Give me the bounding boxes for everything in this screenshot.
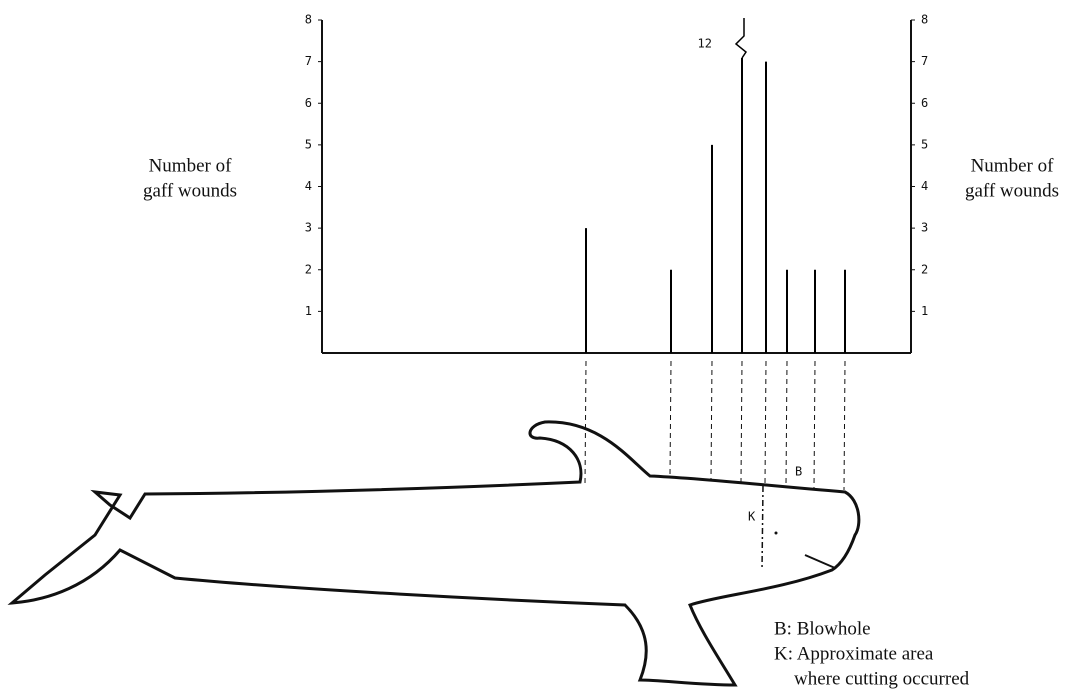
cut-line xyxy=(762,486,763,570)
legend-entry: K: Approximate area xyxy=(774,643,934,664)
guide-line xyxy=(585,361,586,485)
whale-eye xyxy=(775,532,778,535)
y-tick-label: 6 xyxy=(305,96,312,110)
figure: B K B: Blowhole K: Approximate area wher… xyxy=(0,0,1081,692)
guide-line xyxy=(711,361,712,480)
guide-line xyxy=(844,361,845,490)
y2-tick-label: 2 xyxy=(921,262,928,276)
y-tick-label: 2 xyxy=(305,262,312,276)
y2-tick-label: 4 xyxy=(921,179,928,193)
guide-line xyxy=(814,361,815,488)
axis-break xyxy=(736,18,746,58)
guide-line xyxy=(741,361,742,482)
y-axis-label: gaff wounds xyxy=(143,180,237,201)
y2-tick-label: 5 xyxy=(921,137,928,151)
y-tick-label: 8 xyxy=(305,13,312,27)
y-axis-label: Number of xyxy=(149,155,233,176)
y2-axis-label: Number of xyxy=(971,155,1055,176)
y-tick-label: 3 xyxy=(305,221,312,235)
cut-marker: K xyxy=(748,510,756,524)
y2-tick-label: 6 xyxy=(921,96,928,110)
whale-mouth xyxy=(805,555,835,568)
y2-tick-label: 8 xyxy=(921,13,928,27)
y2-axis-label: gaff wounds xyxy=(965,180,1059,201)
guide-line xyxy=(786,361,787,485)
whale-outline xyxy=(12,422,859,685)
value-label: 12 xyxy=(698,37,712,51)
y2-tick-label: 3 xyxy=(921,221,928,235)
y2-tick-label: 7 xyxy=(921,54,928,68)
y2-tick-label: 1 xyxy=(921,304,928,318)
y-tick-label: 1 xyxy=(305,304,312,318)
legend-entry: B: Blowhole xyxy=(774,618,871,639)
blowhole-marker: B xyxy=(795,465,802,479)
guide-line xyxy=(765,361,766,484)
y-tick-label: 7 xyxy=(305,54,312,68)
y-tick-label: 4 xyxy=(305,179,312,193)
legend-entry: where cutting occurred xyxy=(794,668,970,689)
y-tick-label: 5 xyxy=(305,137,312,151)
guide-line xyxy=(670,361,671,475)
